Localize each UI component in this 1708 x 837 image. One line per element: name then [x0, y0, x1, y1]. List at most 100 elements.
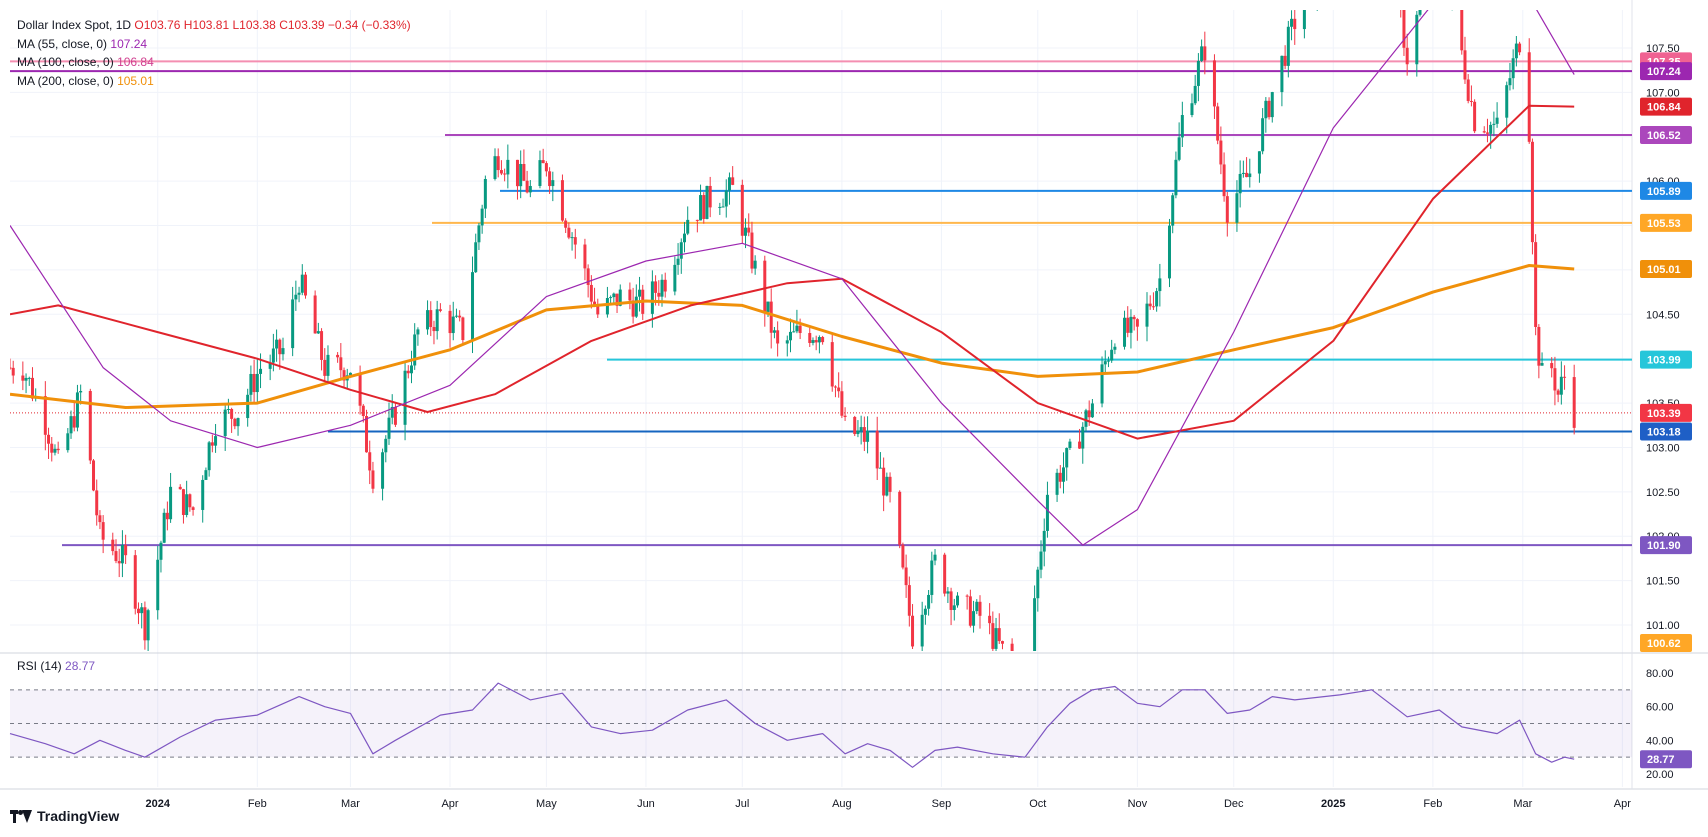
- candle: [866, 416, 870, 454]
- candle: [1033, 585, 1037, 651]
- ma55-legend[interactable]: MA (55, close, 0) 107.24: [17, 35, 411, 54]
- candle: [605, 286, 609, 318]
- candle: [140, 603, 144, 629]
- candle: [1290, 10, 1294, 41]
- candle: [859, 415, 863, 445]
- price-badge-label: 105.53: [1647, 218, 1681, 230]
- candle: [769, 288, 773, 349]
- candle: [544, 161, 548, 177]
- candle: [814, 335, 818, 351]
- rsi-legend[interactable]: RSI (14) 28.77: [17, 659, 95, 673]
- candle: [236, 417, 240, 436]
- candle: [1270, 91, 1274, 123]
- candle: [214, 424, 218, 453]
- candle: [721, 198, 725, 208]
- rsi-tick-label: 20.00: [1646, 769, 1674, 781]
- candle: [763, 255, 767, 327]
- candle: [904, 554, 908, 598]
- price-grid: [10, 10, 1632, 787]
- candle: [1313, 0, 1316, 2]
- candle: [361, 404, 365, 423]
- tradingview-logo-icon: [10, 809, 32, 823]
- candle: [56, 441, 60, 454]
- candle: [943, 552, 947, 597]
- candle: [898, 490, 902, 549]
- candle: [1508, 62, 1512, 91]
- time-tick-label: May: [536, 798, 557, 810]
- candle: [1518, 41, 1522, 56]
- candle: [567, 222, 571, 240]
- price-badge-100.62: 100.62: [1640, 634, 1692, 652]
- tradingview-logo[interactable]: TradingView: [10, 808, 119, 824]
- candle: [136, 602, 140, 625]
- candle: [1306, 0, 1309, 7]
- candle: [156, 545, 160, 620]
- candle: [1245, 157, 1249, 178]
- ma200-line: [10, 264, 1575, 409]
- candle: [320, 328, 324, 371]
- candle: [1534, 234, 1538, 336]
- candle: [34, 388, 38, 402]
- candle: [1302, 10, 1306, 39]
- candle: [638, 276, 642, 312]
- candle: [1148, 295, 1152, 310]
- candle: [1415, 11, 1419, 77]
- candle: [923, 605, 927, 625]
- candle: [21, 361, 25, 391]
- candle: [933, 549, 937, 566]
- candle: [808, 327, 812, 347]
- candle: [10, 358, 12, 370]
- ma200-value: 105.01: [117, 73, 154, 88]
- candle: [53, 444, 57, 456]
- candle: [1177, 122, 1181, 162]
- ma200-legend[interactable]: MA (200, close, 0) 105.01: [17, 72, 411, 91]
- candle: [1511, 49, 1515, 90]
- candle: [291, 286, 295, 357]
- candle: [1190, 93, 1194, 118]
- candle: [249, 365, 253, 402]
- time-tick-label: 2025: [1321, 798, 1345, 810]
- candle: [316, 322, 320, 334]
- price-badge-103.99: 103.99: [1640, 350, 1692, 369]
- candle: [724, 179, 728, 218]
- candle: [772, 326, 776, 339]
- candle: [448, 304, 452, 348]
- candle: [1241, 160, 1245, 178]
- candle: [1135, 318, 1139, 341]
- candle: [368, 440, 372, 485]
- candle: [461, 316, 465, 346]
- candle: [162, 508, 166, 544]
- candle: [997, 613, 1001, 645]
- candle: [1418, 10, 1422, 17]
- candle: [1267, 97, 1271, 120]
- ma100-legend[interactable]: MA (100, close, 0) 106.84: [17, 53, 411, 72]
- candle: [840, 381, 844, 419]
- candle: [1466, 74, 1470, 104]
- candle: [1540, 352, 1544, 366]
- candle: [1400, 10, 1402, 18]
- candle: [483, 175, 487, 219]
- candle: [551, 171, 555, 202]
- candle: [882, 457, 886, 512]
- candle: [1572, 364, 1576, 435]
- candle: [381, 448, 385, 501]
- time-tick-label: Apr: [441, 798, 458, 810]
- candle: [1155, 287, 1159, 312]
- rsi-tick-label: 40.00: [1646, 735, 1674, 747]
- candle: [503, 168, 507, 182]
- candle: [75, 384, 79, 432]
- candle: [1514, 35, 1518, 67]
- price-tick-label: 107.00: [1646, 87, 1680, 99]
- candle: [573, 228, 577, 259]
- candle: [1293, 10, 1297, 45]
- candle: [1482, 126, 1486, 134]
- candle: [956, 592, 960, 608]
- candle: [124, 534, 128, 565]
- candle: [843, 407, 847, 421]
- candle: [878, 452, 882, 469]
- candle: [548, 167, 552, 194]
- time-tick-label: Sep: [932, 798, 952, 810]
- time-tick-label: Jul: [735, 798, 749, 810]
- rsi-tick-label: 60.00: [1646, 702, 1674, 714]
